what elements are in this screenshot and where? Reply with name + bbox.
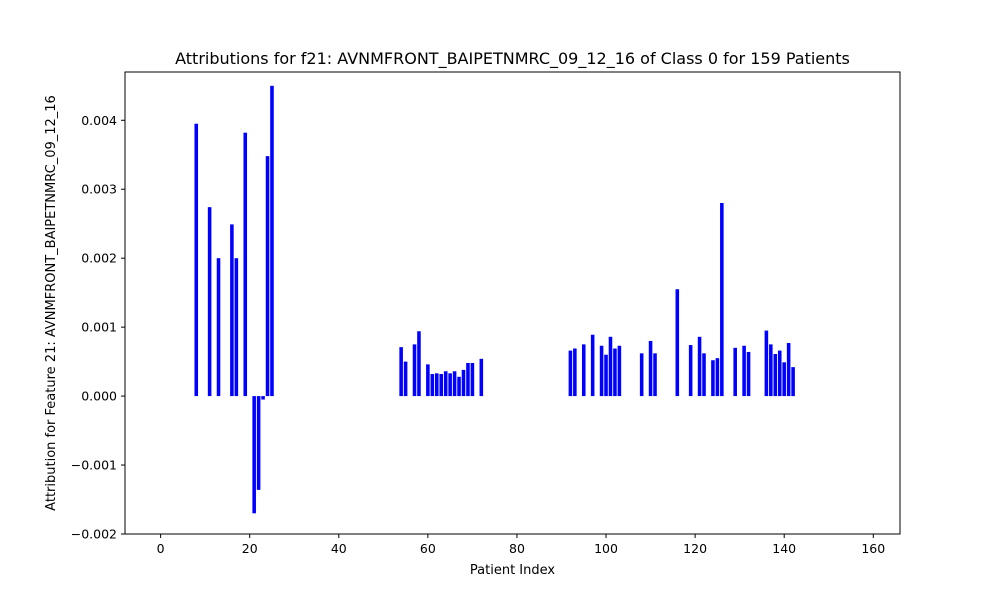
bar-102 [613, 348, 617, 397]
bar-122 [702, 353, 706, 397]
bar-67 [457, 376, 461, 397]
bar-58 [417, 331, 421, 397]
x-tick-label: 60 [420, 541, 436, 556]
bar-55 [403, 361, 408, 397]
bar-22 [256, 396, 261, 490]
bar-23 [261, 396, 265, 400]
bar-103 [617, 345, 622, 397]
x-tick-label: 20 [242, 541, 258, 556]
bar-24 [265, 156, 270, 397]
bar-61 [430, 374, 435, 397]
chart-title: Attributions for f21: AVNMFRONT_BAIPETNM… [175, 49, 850, 69]
bar-60 [426, 364, 430, 397]
bar-92 [568, 350, 573, 397]
bar-16 [230, 224, 234, 397]
bar-69 [466, 362, 470, 397]
y-axis-label: Attribution for Feature 21: AVNMFRONT_BA… [44, 95, 59, 511]
plot-frame [124, 71, 901, 535]
bar-64 [443, 371, 448, 397]
bar-101 [608, 336, 613, 397]
bar-66 [452, 371, 457, 397]
bar-13 [216, 258, 221, 397]
x-tick-label: 160 [861, 541, 885, 556]
bar-25 [270, 85, 274, 397]
bar-62 [435, 373, 439, 397]
y-tick-label: 0.000 [81, 389, 117, 404]
bar-93 [573, 348, 577, 397]
y-tick-label: 0.001 [81, 320, 117, 335]
bar-139 [777, 350, 782, 397]
bar-99 [599, 345, 604, 397]
y-tick-label: 0.003 [81, 182, 117, 197]
x-tick-label: 140 [772, 541, 796, 556]
bar-132 [746, 351, 751, 397]
bar-131 [742, 345, 746, 397]
bar-140 [782, 362, 786, 397]
bar-21 [252, 396, 256, 514]
bar-100 [604, 354, 608, 397]
y-tick-label: −0.001 [71, 458, 117, 473]
bar-68 [461, 369, 466, 397]
x-tick-label: 80 [509, 541, 525, 556]
y-tick-label: 0.002 [81, 251, 117, 266]
x-tick-label: 0 [157, 541, 165, 556]
bar-95 [581, 344, 586, 397]
bar-124 [711, 360, 715, 397]
bar-116 [675, 289, 680, 397]
y-tick-label: 0.004 [81, 113, 117, 128]
bar-126 [720, 203, 724, 397]
bar-129 [733, 347, 737, 397]
bar-54 [399, 347, 403, 397]
x-tick-label: 100 [594, 541, 618, 556]
y-axis: −0.002 −0.001 0.000 0.001 0.002 0.003 0.004 [71, 113, 125, 542]
x-axis-label: Patient Index [470, 563, 555, 578]
bar-141 [786, 342, 791, 397]
bar-119 [688, 345, 693, 397]
bar-65 [448, 373, 452, 397]
y-tick-label: −0.002 [71, 527, 117, 542]
bar-72 [479, 358, 484, 397]
bar-110 [648, 340, 653, 397]
bar-70 [470, 362, 475, 397]
bar-8 [194, 123, 199, 397]
bars-group [194, 85, 795, 514]
bar-17 [234, 258, 239, 397]
bar-125 [715, 358, 720, 397]
bar-136 [764, 330, 769, 397]
bar-11 [207, 207, 212, 397]
bar-111 [653, 353, 657, 397]
x-tick-label: 120 [683, 541, 707, 556]
bar-19 [243, 132, 248, 397]
bar-63 [439, 374, 444, 397]
bar-138 [773, 354, 778, 397]
bar-97 [590, 334, 595, 397]
bar-57 [412, 344, 417, 397]
x-tick-label: 40 [331, 541, 347, 556]
x-axis: 0 20 40 60 80 100 120 140 160 [157, 534, 885, 556]
bar-121 [697, 336, 702, 397]
bar-142 [791, 367, 795, 397]
bar-108 [639, 353, 644, 397]
bar-137 [769, 344, 773, 397]
